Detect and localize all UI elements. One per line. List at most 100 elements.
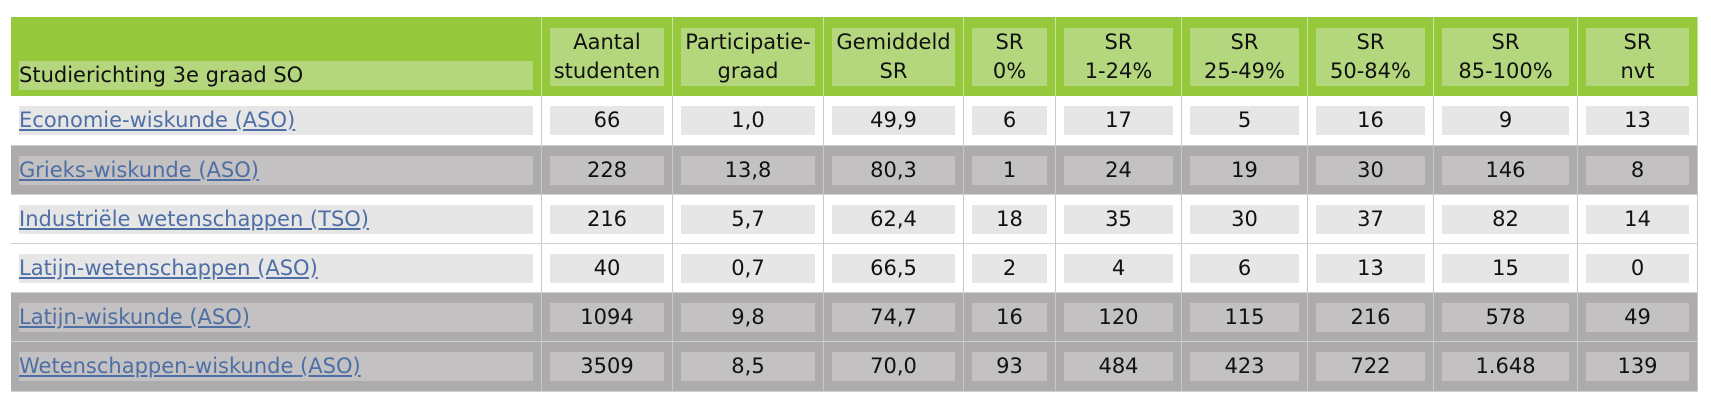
- table-cell: 120: [1056, 293, 1182, 342]
- header-text: SR: [1064, 27, 1173, 57]
- table-cell: 3509: [542, 342, 673, 392]
- cell-value: 19: [1190, 155, 1299, 185]
- header-text: 85-100%: [1442, 56, 1569, 86]
- cell-value: 5,7: [681, 204, 815, 234]
- cell-value: 8: [1586, 155, 1689, 185]
- table-cell: 8,5: [673, 342, 824, 392]
- table-cell: 14: [1578, 195, 1698, 244]
- table-cell: 216: [1308, 293, 1434, 342]
- cell-value: 1: [972, 155, 1047, 185]
- cell-value: 13,8: [681, 155, 815, 185]
- cell-value: 120: [1064, 302, 1173, 332]
- header-text: SR: [972, 27, 1047, 57]
- cell-value: 16: [1316, 106, 1425, 135]
- table-cell: 6: [1182, 244, 1308, 293]
- table-cell: 0: [1578, 244, 1698, 293]
- table-cell: 16: [1308, 96, 1434, 146]
- header-text: 25-49%: [1190, 56, 1299, 86]
- program-link[interactable]: Latijn-wiskunde (ASO): [19, 302, 533, 332]
- header-cell: SR 0%: [964, 17, 1056, 96]
- table-cell: 93: [964, 342, 1056, 392]
- table-cell: Wetenschappen-wiskunde (ASO): [11, 342, 542, 392]
- table-cell: 146: [1434, 146, 1578, 195]
- table-cell: Latijn-wetenschappen (ASO): [11, 244, 542, 293]
- header-cell: Gemiddeld SR: [824, 17, 964, 96]
- table-cell: 5,7: [673, 195, 824, 244]
- cell-value: 423: [1190, 352, 1299, 381]
- table-cell: 49: [1578, 293, 1698, 342]
- header-text: SR: [1316, 27, 1425, 57]
- table-cell: 722: [1308, 342, 1434, 392]
- cell-value: 9,8: [681, 302, 815, 332]
- program-link[interactable]: Latijn-wetenschappen (ASO): [19, 253, 533, 283]
- header-text: SR: [1190, 27, 1299, 57]
- cell-value: 14: [1586, 204, 1689, 234]
- header-cell: Studierichting 3e graad SO: [11, 17, 542, 96]
- program-link[interactable]: Grieks-wiskunde (ASO): [19, 155, 533, 185]
- table-cell: 1: [964, 146, 1056, 195]
- table-cell: 2: [964, 244, 1056, 293]
- cell-value: 0,7: [681, 253, 815, 283]
- cell-value: 6: [1190, 253, 1299, 283]
- cell-value: 37: [1316, 204, 1425, 234]
- table-cell: Economie-wiskunde (ASO): [11, 96, 542, 146]
- header-text: Participatie-: [681, 27, 815, 57]
- cell-value: 13: [1586, 106, 1689, 135]
- header-text: SR: [1442, 27, 1569, 57]
- cell-value: 146: [1442, 155, 1569, 185]
- table-cell: 35: [1056, 195, 1182, 244]
- header-text: 50-84%: [1316, 56, 1425, 86]
- table-cell: 70,0: [824, 342, 964, 392]
- cell-value: 9: [1442, 106, 1569, 135]
- table-cell: 8: [1578, 146, 1698, 195]
- cell-value: 139: [1586, 352, 1689, 381]
- cell-value: 216: [1316, 302, 1425, 332]
- program-link[interactable]: Wetenschappen-wiskunde (ASO): [19, 352, 533, 381]
- table-cell: 49,9: [824, 96, 964, 146]
- cell-value: 228: [550, 155, 664, 185]
- table-cell: 6: [964, 96, 1056, 146]
- program-link[interactable]: Economie-wiskunde (ASO): [19, 106, 533, 135]
- cell-value: 2: [972, 253, 1047, 283]
- cell-value: 30: [1190, 204, 1299, 234]
- table-cell: 16: [964, 293, 1056, 342]
- table-cell: 18: [964, 195, 1056, 244]
- cell-value: 216: [550, 204, 664, 234]
- cell-value: 5: [1190, 106, 1299, 135]
- cell-value: 93: [972, 352, 1047, 381]
- cell-value: 4: [1064, 253, 1173, 283]
- cell-value: 578: [1442, 302, 1569, 332]
- table-cell: 4: [1056, 244, 1182, 293]
- table-cell: 80,3: [824, 146, 964, 195]
- cell-value: 16: [972, 302, 1047, 332]
- cell-value: 80,3: [832, 155, 955, 185]
- cell-value: 66,5: [832, 253, 955, 283]
- cell-value: 0: [1586, 253, 1689, 283]
- cell-value: 1094: [550, 302, 664, 332]
- table-cell: 30: [1182, 195, 1308, 244]
- header-cell: SR 25-49%: [1182, 17, 1308, 96]
- table-cell: 66,5: [824, 244, 964, 293]
- cell-value: 1.648: [1442, 352, 1569, 381]
- cell-value: 24: [1064, 155, 1173, 185]
- cell-value: 484: [1064, 352, 1173, 381]
- header-text: Studierichting 3e graad SO: [19, 61, 533, 90]
- table-cell: 15: [1434, 244, 1578, 293]
- cell-value: 66: [550, 106, 664, 135]
- table-cell: 0,7: [673, 244, 824, 293]
- cell-value: 82: [1442, 204, 1569, 234]
- cell-value: 3509: [550, 352, 664, 381]
- cell-value: 40: [550, 253, 664, 283]
- header-text: SR: [832, 56, 955, 86]
- table-cell: 17: [1056, 96, 1182, 146]
- cell-value: 17: [1064, 106, 1173, 135]
- table-cell: 1.648: [1434, 342, 1578, 392]
- table-cell: 9: [1434, 96, 1578, 146]
- program-link[interactable]: Industriële wetenschappen (TSO): [19, 204, 533, 234]
- cell-value: 8,5: [681, 352, 815, 381]
- table-cell: 1094: [542, 293, 673, 342]
- cell-value: 49,9: [832, 106, 955, 135]
- table-cell: 216: [542, 195, 673, 244]
- header-cell: SR nvt: [1578, 17, 1698, 96]
